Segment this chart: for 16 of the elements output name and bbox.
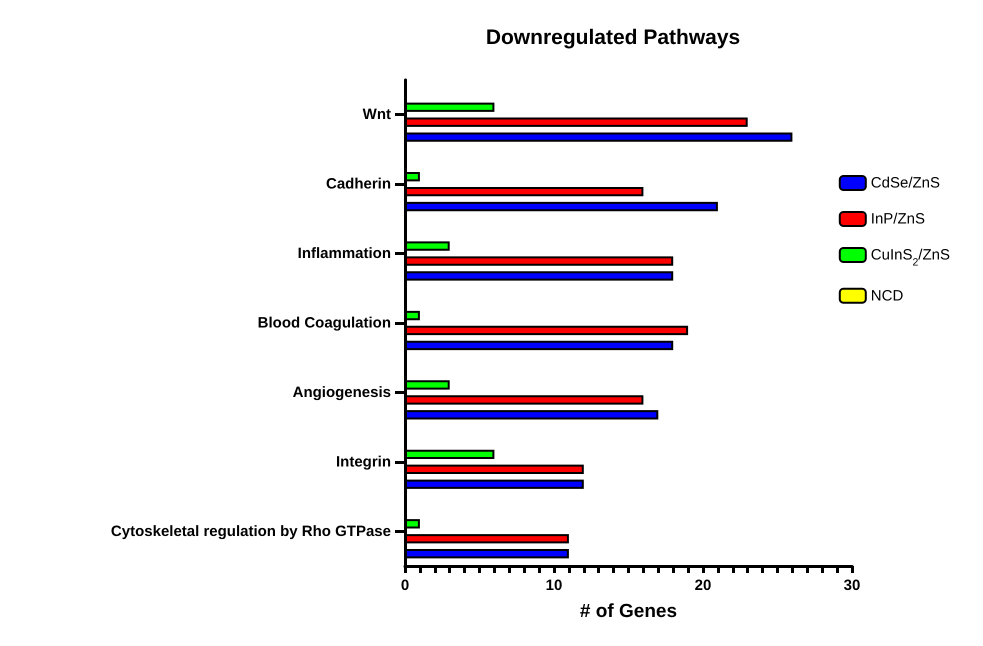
y-tick-label: Cadherin <box>326 176 391 193</box>
x-axis-title: # of Genes <box>580 601 678 622</box>
x-tick-label: 10 <box>546 577 562 594</box>
x-tick-label: 30 <box>844 577 860 594</box>
legend-label: CdSe/ZnS <box>870 174 940 192</box>
y-tick-label: Wnt <box>362 106 391 124</box>
legend-label: NCD <box>870 287 904 304</box>
y-tick-label: Blood Coagulation <box>258 314 391 332</box>
x-tick-label: 20 <box>694 577 712 594</box>
y-tick-label: Inflammation <box>298 245 391 262</box>
legend-label: InP/ZnS <box>870 210 925 228</box>
y-tick-label: Integrin <box>336 453 391 470</box>
x-tick-label: 0 <box>400 577 410 594</box>
chart-title: Downregulated Pathways <box>486 26 740 49</box>
y-tick-label: Cytoskeletal regulation by Rho GTPase <box>110 522 391 540</box>
y-tick-label: Angiogenesis <box>292 384 391 401</box>
